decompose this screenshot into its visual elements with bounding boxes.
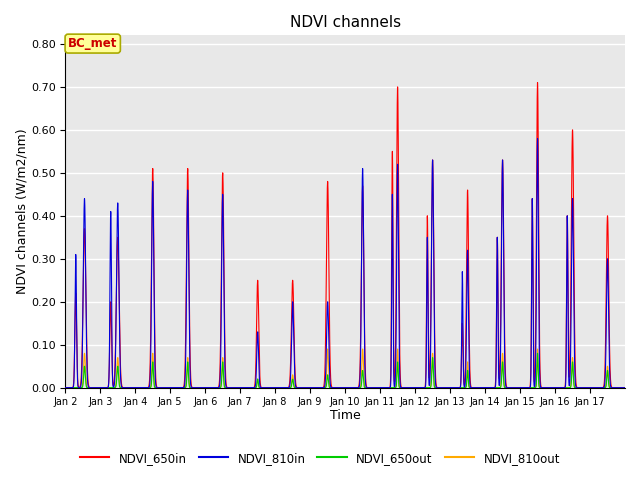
X-axis label: Time: Time xyxy=(330,409,360,422)
Legend: NDVI_650in, NDVI_810in, NDVI_650out, NDVI_810out: NDVI_650in, NDVI_810in, NDVI_650out, NDV… xyxy=(75,447,565,469)
Text: BC_met: BC_met xyxy=(68,37,117,50)
Title: NDVI channels: NDVI channels xyxy=(289,15,401,30)
Y-axis label: NDVI channels (W/m2/nm): NDVI channels (W/m2/nm) xyxy=(15,129,28,294)
